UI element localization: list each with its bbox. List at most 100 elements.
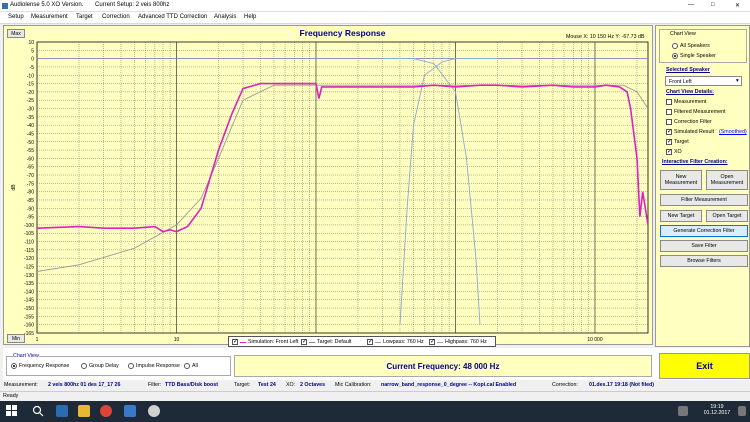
status-target: Test 24 [258,382,276,388]
legend-check-target[interactable]: ✓ [301,339,308,345]
open-measurement-button[interactable]: Open Measurement [706,170,748,190]
y-tick-label: 10 [28,40,34,46]
speaker-dropdown[interactable]: Front Left ▾ [665,76,742,86]
chrome-icon[interactable] [100,405,112,417]
legend-check-lowpass[interactable]: ✓ [367,339,374,345]
file-explorer-icon[interactable] [78,405,90,417]
all-label: All [192,363,198,369]
menu-advanced-ttd[interactable]: Advanced TTD Correction [138,14,208,20]
legend-check-simulation[interactable]: ✓ [232,339,239,345]
y-tick-label: -25 [27,98,34,104]
notifications-icon[interactable] [738,406,746,416]
y-tick-label: -140 [24,289,34,295]
y-tick-label: -160 [24,323,34,329]
chart-title: Frequency Response [300,28,386,38]
checkbox-simulated-result[interactable]: ✓ [666,129,673,135]
y-tick-label: -125 [24,264,34,270]
all-speakers-label: All Speakers [680,43,710,49]
y-tick-label: -85 [27,198,34,204]
filter-creation-title: Interactive Filter Creation: [662,159,728,165]
radio-single-speaker[interactable] [672,53,678,59]
legend-line-highpass [437,342,443,343]
y-tick-label: -145 [24,298,34,304]
y-tick-label: -55 [27,148,34,154]
current-frequency-text: Current Frequency: 48 000 Hz [386,361,500,371]
series-target [37,84,648,272]
windows-start-icon[interactable] [6,405,18,417]
menu-analysis[interactable]: Analysis [214,14,237,20]
menu-correction[interactable]: Correction [102,14,130,20]
browse-filters-label: Browse Filters [687,258,721,264]
y-tick-label: 5 [31,48,34,54]
task-view-icon[interactable] [56,405,68,417]
radio-frequency-response[interactable] [11,363,17,369]
frequency-response-label: Frequency Response [19,363,70,369]
new-target-button[interactable]: New Target [660,210,702,222]
checkbox-target[interactable]: ✓ [666,139,673,145]
menu-target[interactable]: Target [76,14,93,20]
status-xo-label: XO: [286,382,296,388]
clock[interactable]: 19:19 01.12.2017 [702,404,732,416]
media-player-icon[interactable] [148,405,160,417]
browse-filters-button[interactable]: Browse Filters [660,255,748,267]
y-tick-label: -110 [24,240,34,246]
smoothed-link[interactable]: (Smoothed) [719,129,747,135]
network-icon[interactable] [678,406,688,416]
series-lowpass [382,58,481,325]
close-button[interactable]: ✕ [735,3,741,9]
checkbox-measurement[interactable] [666,99,672,105]
y-tick-label: -135 [24,281,34,287]
exit-label: Exit [696,361,713,371]
menu-setup[interactable]: Setup [8,14,24,20]
status-measurement: 2 veis 800hz 01 des 17_17 26 [48,382,121,388]
open-measurement-label: Open Measurement [710,174,744,186]
frequency-response-chart[interactable]: 10 5 0 -5 -10 -15 -20 -25 -30 -35 -40 -45 -50 -55 -60 -… [3,25,653,345]
radio-all-speakers[interactable] [672,43,678,49]
generate-correction-filter-label: Generate Correction Filter [673,228,735,234]
mouse-readout: Mouse X: 10 150 Hz Y: -67.73 dB [566,34,645,40]
legend-check-highpass[interactable]: ✓ [429,339,436,345]
checkbox-filtered-measurement[interactable] [666,109,672,115]
status-mic-label: Mic Calibration: [335,382,372,388]
max-button[interactable]: Max [7,29,25,38]
new-measurement-label: New Measurement [664,174,698,186]
minimize-button[interactable]: — [688,2,694,8]
radio-impulse-response[interactable] [128,363,134,369]
selected-speaker-title: Selected Speaker [666,67,710,73]
save-filter-button[interactable]: Save Filter [660,240,748,252]
bottom-chart-view-group [6,356,231,376]
correction-filter-label: Correction Filter [674,119,712,125]
y-tick-label: -95 [27,215,34,221]
maximize-button[interactable]: □ [711,2,715,8]
filter-measurement-button[interactable]: Filter Measurement [660,194,748,206]
y-tick-label: -30 [27,107,34,113]
search-icon[interactable] [32,405,44,417]
series-highpass [399,58,498,325]
audiolense-taskbar-icon[interactable] [124,405,136,417]
y-tick-label: -75 [27,181,34,187]
y-tick-label: -60 [27,156,34,162]
open-target-button[interactable]: Open Target [706,210,748,222]
min-button[interactable]: Min [7,334,25,343]
status-filter-label: Filter: [148,382,162,388]
y-tick-label: -130 [24,273,34,279]
status-correction-label: Correction: [552,382,578,388]
radio-all[interactable] [184,363,190,369]
y-tick-label: -105 [24,231,34,237]
y-tick-label: -120 [24,256,34,262]
checkbox-xo[interactable]: ✓ [666,149,673,155]
series-simulation [37,82,648,233]
exit-button[interactable]: Exit [659,353,750,379]
radio-group-delay[interactable] [81,363,87,369]
legend-line-lowpass [375,342,381,343]
generate-correction-filter-button[interactable]: Generate Correction Filter [660,225,748,237]
x-tick-label: 10 [174,337,180,343]
checkbox-correction-filter[interactable] [666,119,672,125]
plot-area [36,41,649,334]
menu-measurement[interactable]: Measurement [31,14,68,20]
menu-help[interactable]: Help [244,14,257,20]
ready-bar: Ready [0,391,750,401]
new-measurement-button[interactable]: New Measurement [660,170,702,190]
y-tick-label: -50 [27,140,34,146]
chart-view-title: Chart View [670,31,696,37]
